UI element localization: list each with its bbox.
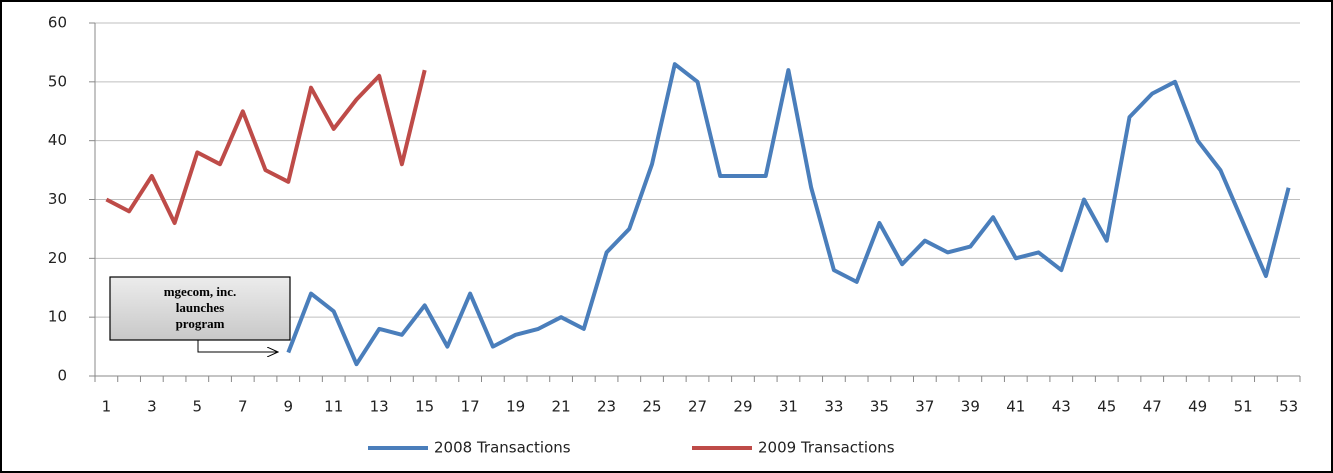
x-tick-label: 3 xyxy=(147,398,157,416)
y-tick-label: 0 xyxy=(57,367,67,385)
x-tick-label: 39 xyxy=(961,398,980,416)
grid xyxy=(89,22,1301,382)
x-tick-label: 23 xyxy=(597,398,616,416)
x-tick-label: 5 xyxy=(193,398,203,416)
x-tick-label: 25 xyxy=(642,398,661,416)
x-tick-label: 33 xyxy=(824,398,843,416)
x-tick-label: 51 xyxy=(1234,398,1253,416)
annotation: mgecom, inc. launches program xyxy=(109,276,291,352)
x-tick-label: 43 xyxy=(1052,398,1071,416)
y-tick-label: 20 xyxy=(48,249,67,267)
x-tick-label: 13 xyxy=(370,398,389,416)
x-tick-label: 19 xyxy=(506,398,525,416)
y-tick-label: 60 xyxy=(48,14,67,32)
series-line xyxy=(286,62,1291,367)
y-tick-label: 30 xyxy=(48,190,67,208)
legend-label: 2008 Transactions xyxy=(434,439,571,457)
annotation-box xyxy=(109,276,291,341)
annotation-arrow xyxy=(197,340,278,352)
x-tick-label: 21 xyxy=(552,398,571,416)
series-line xyxy=(105,69,427,225)
x-tick-label: 41 xyxy=(1006,398,1025,416)
annotation-text: mgecom, inc. xyxy=(164,284,237,299)
x-tick-label: 9 xyxy=(283,398,293,416)
x-tick-label: 27 xyxy=(688,398,707,416)
x-tick-label: 49 xyxy=(1188,398,1207,416)
annotation-text: program xyxy=(176,316,225,331)
x-tick-label: 1 xyxy=(102,398,112,416)
x-tick-label: 47 xyxy=(1143,398,1162,416)
y-tick-label: 10 xyxy=(48,308,67,326)
legend-label: 2009 Transactions xyxy=(758,439,895,457)
annotation-text: launches xyxy=(176,300,224,315)
x-tick-label: 45 xyxy=(1097,398,1116,416)
x-tick-label: 53 xyxy=(1279,398,1298,416)
x-tick-label: 37 xyxy=(915,398,934,416)
x-tick-label: 15 xyxy=(415,398,434,416)
x-tick-label: 31 xyxy=(779,398,798,416)
x-tick-label: 35 xyxy=(870,398,889,416)
y-tick-label: 40 xyxy=(48,131,67,149)
x-tick-label: 29 xyxy=(733,398,752,416)
y-tick-label: 50 xyxy=(48,72,67,90)
x-tick-label: 7 xyxy=(238,398,248,416)
x-tick-label: 17 xyxy=(461,398,480,416)
lines xyxy=(105,62,1291,367)
x-tick-label: 11 xyxy=(324,398,343,416)
